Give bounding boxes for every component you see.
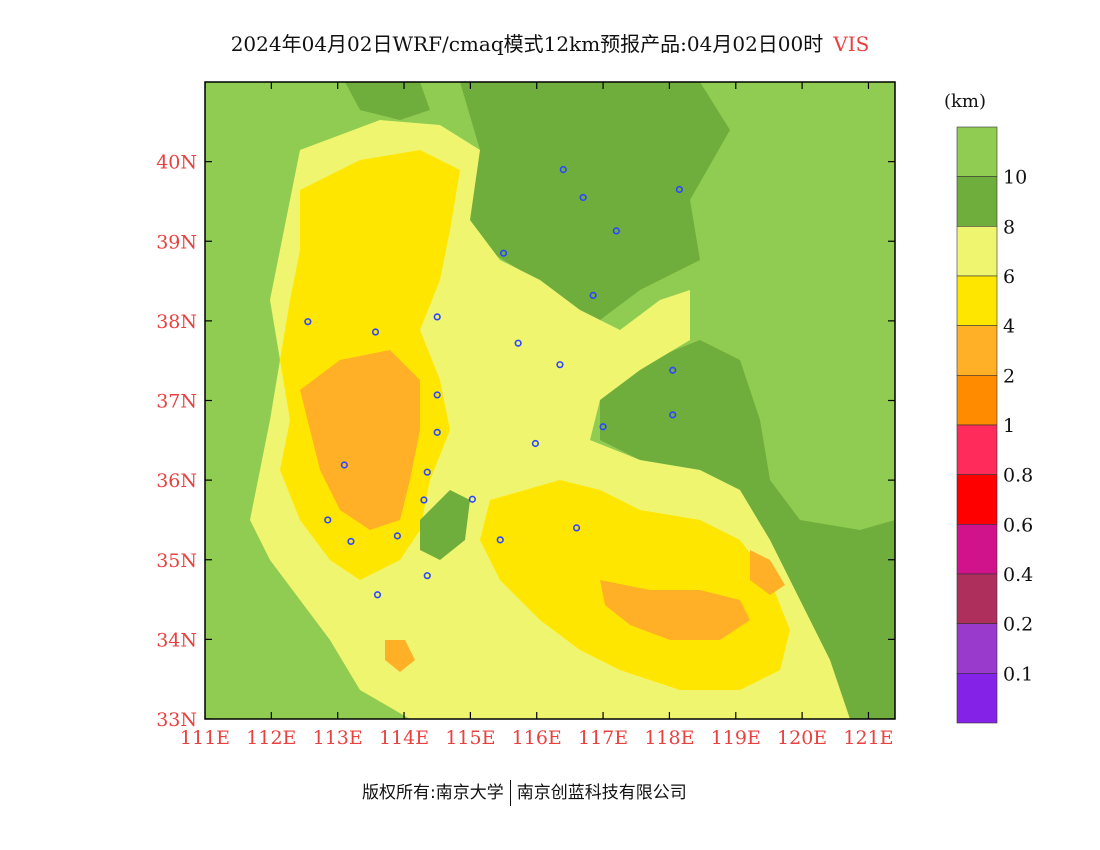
field-dark-green-center — [420, 490, 470, 560]
lon-label: 118E — [644, 727, 694, 749]
legend-swatch — [956, 275, 998, 326]
footer-separator — [509, 780, 511, 806]
station-marker — [612, 227, 620, 235]
lon-label: 121E — [843, 727, 893, 749]
station-marker — [393, 532, 402, 540]
legend-swatch — [956, 424, 998, 475]
chart-title: 2024年04月02日WRF/cmaq模式12km预报产品:04月02日00时 V… — [0, 28, 1100, 57]
station-marker — [468, 495, 476, 503]
station-marker — [599, 423, 607, 431]
legend-swatch — [956, 623, 998, 674]
lon-label: 120E — [777, 727, 827, 749]
lon-label: 112E — [246, 727, 296, 749]
legend-swatch — [956, 226, 998, 277]
legend-label: 10 — [1003, 167, 1027, 189]
station-marker — [496, 536, 504, 544]
field-orange-south-small — [385, 640, 415, 672]
lon-label: 111E — [180, 727, 230, 749]
lon-label: 116E — [512, 727, 562, 749]
station-marker — [531, 439, 540, 448]
legend-unit: (km) — [944, 91, 986, 112]
legend-label: 0.8 — [1003, 465, 1033, 487]
station-marker — [499, 249, 508, 257]
lat-label: 39N — [156, 231, 197, 253]
map-frame — [204, 81, 896, 720]
station-marker — [579, 193, 587, 202]
legend-swatch — [956, 673, 998, 724]
station-marker — [433, 313, 441, 321]
lat-label: 34N — [156, 629, 197, 651]
field-dark-green-north — [460, 82, 730, 320]
station-marker — [669, 411, 677, 419]
station-marker — [420, 496, 428, 504]
legend-label: 1 — [1003, 415, 1015, 437]
station-marker — [556, 361, 564, 369]
lat-label: 38N — [156, 311, 197, 333]
legend-label: 0.6 — [1003, 514, 1033, 536]
station-marker — [373, 591, 382, 599]
lon-label: 119E — [711, 727, 761, 749]
legend-swatch — [956, 524, 998, 575]
station-marker — [423, 572, 431, 580]
lat-labels: 40N 39N 38N 37N 36N 35N 34N 33N — [156, 152, 197, 731]
lat-label: 36N — [156, 470, 197, 492]
station-marker — [675, 185, 683, 194]
map-area — [205, 82, 895, 719]
station-markers — [304, 165, 683, 599]
lat-label: 33N — [156, 709, 197, 731]
station-marker — [433, 428, 441, 436]
footer-right: 南京创蓝科技有限公司 — [516, 783, 687, 803]
lat-label: 35N — [156, 550, 197, 572]
legend-swatch — [956, 325, 998, 376]
legend-label: 0.1 — [1003, 663, 1033, 685]
field-orange-south — [600, 580, 750, 640]
lon-ticks — [205, 82, 870, 719]
legend-swatch — [956, 375, 998, 426]
lon-label: 115E — [445, 727, 495, 749]
legend-label: 0.4 — [1003, 564, 1033, 586]
legend-swatch — [956, 474, 998, 525]
legend-label: 6 — [1003, 266, 1015, 288]
station-marker — [423, 468, 431, 476]
station-marker — [433, 391, 441, 399]
legend-label: 4 — [1003, 316, 1015, 338]
station-marker — [589, 291, 597, 299]
lon-labels: 111E 112E 113E 114E 115E 116E 117E 118E 119E 120E… — [180, 727, 894, 749]
footer-left: 版权所有:南京大学 — [362, 783, 504, 803]
field-dark-green-nw — [345, 82, 430, 120]
station-marker — [304, 318, 312, 326]
station-marker — [340, 461, 348, 469]
station-marker — [514, 339, 522, 347]
lon-label: 113E — [313, 727, 363, 749]
legend-swatch — [956, 573, 998, 624]
legend-swatch — [956, 126, 998, 177]
lat-label: 37N — [156, 391, 197, 413]
field-orange-west — [300, 350, 420, 530]
lat-ticks — [205, 161, 895, 719]
title-text: 2024年04月02日WRF/cmaq模式12km预报产品:04月02日00时 — [230, 32, 824, 56]
station-marker — [669, 366, 677, 374]
copyright-footer: 版权所有:南京大学 南京创蓝科技有限公司 — [362, 778, 687, 806]
variable-label: VIS — [833, 32, 870, 56]
station-marker — [324, 516, 332, 524]
station-marker — [559, 165, 567, 174]
station-marker — [572, 524, 581, 532]
station-marker — [371, 328, 380, 336]
lat-label: 40N — [156, 152, 197, 174]
color-legend: 10 8 6 4 2 1 0.8 0.6 0.4 0.2 0.1 — [956, 126, 1033, 724]
legend-label: 8 — [1003, 216, 1015, 238]
legend-label: 2 — [1003, 365, 1015, 387]
legend-swatch — [956, 176, 998, 227]
field-orange-east — [750, 550, 785, 595]
station-marker — [347, 537, 355, 546]
lon-label: 117E — [578, 727, 628, 749]
legend-label: 0.2 — [1003, 614, 1033, 636]
lon-label: 114E — [379, 727, 429, 749]
